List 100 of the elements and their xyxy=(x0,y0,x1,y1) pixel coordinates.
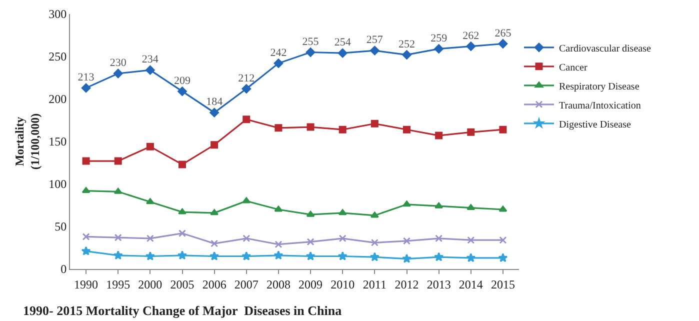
point xyxy=(338,251,348,260)
point xyxy=(274,250,284,260)
point xyxy=(338,126,346,134)
point xyxy=(466,253,476,262)
point xyxy=(498,253,508,262)
x-tick-label: 1990 xyxy=(74,277,98,292)
point xyxy=(370,212,379,218)
point xyxy=(114,157,122,165)
x-tick-label: 2007 xyxy=(234,277,258,292)
x-tick-label: 2006 xyxy=(202,277,226,292)
y-tick-label: 0 xyxy=(60,262,67,276)
point xyxy=(402,200,411,207)
point xyxy=(82,157,90,165)
data-label: 259 xyxy=(430,32,448,44)
data-label: 255 xyxy=(302,36,320,48)
point xyxy=(370,46,380,56)
x-tick-label: 2005 xyxy=(170,277,194,292)
point xyxy=(434,202,444,208)
point xyxy=(499,236,507,244)
point xyxy=(242,84,252,94)
point xyxy=(114,234,122,242)
point xyxy=(242,251,252,260)
data-label: 252 xyxy=(398,38,415,50)
point xyxy=(146,65,155,75)
point xyxy=(146,234,154,242)
point xyxy=(402,50,412,60)
point xyxy=(435,132,443,140)
x-tick-label: 2009 xyxy=(298,277,323,292)
point xyxy=(210,209,219,216)
legend-label: Respiratory Disease xyxy=(559,81,640,92)
point xyxy=(402,254,412,263)
point xyxy=(370,238,378,246)
point xyxy=(467,128,475,136)
x-tick-label: 2011 xyxy=(362,277,386,292)
point xyxy=(274,58,284,68)
point xyxy=(338,48,348,58)
point xyxy=(306,210,315,217)
x-tick-label: 2008 xyxy=(266,277,290,292)
point xyxy=(434,252,444,262)
point xyxy=(178,208,186,214)
legend-label: Digestive Disease xyxy=(559,119,632,130)
data-label: 242 xyxy=(270,46,287,59)
point xyxy=(306,123,314,131)
point xyxy=(338,234,346,242)
point xyxy=(242,234,250,242)
y-tick-label: 200 xyxy=(48,92,67,106)
point xyxy=(146,198,154,204)
point xyxy=(274,240,282,248)
y-axis-title: Mortality (1/100,000) xyxy=(12,113,42,170)
legend-label: Cancer xyxy=(559,62,588,74)
point xyxy=(466,204,476,210)
data-label: 254 xyxy=(334,36,352,49)
data-label: 212 xyxy=(238,72,255,84)
point xyxy=(498,39,508,48)
point xyxy=(306,251,316,260)
point xyxy=(370,252,380,262)
y-tick-label: 50 xyxy=(54,220,67,234)
point xyxy=(178,86,187,96)
point xyxy=(403,237,410,245)
point xyxy=(178,250,187,260)
point xyxy=(113,250,123,260)
y-tick-label: 300 xyxy=(48,7,67,22)
x-tick-label: 2015 xyxy=(490,277,515,292)
data-label: 257 xyxy=(366,34,384,46)
legend-label: Trauma/Intoxication xyxy=(559,100,641,112)
point xyxy=(274,206,283,212)
point xyxy=(274,124,282,132)
x-tick-label: 2000 xyxy=(138,277,162,292)
x-tick-label: 2012 xyxy=(394,277,419,292)
point xyxy=(435,234,443,242)
point xyxy=(210,240,218,248)
y-tick-label: 100 xyxy=(48,177,67,192)
point xyxy=(81,246,91,256)
point xyxy=(242,197,251,204)
x-tick-label: 1995 xyxy=(106,277,130,292)
data-label: 262 xyxy=(462,30,480,42)
point xyxy=(113,68,123,78)
text: 1990- 2015 Mortality Change of Major Diseases in China xyxy=(23,303,342,318)
point xyxy=(403,126,410,134)
point xyxy=(466,42,476,51)
data-label: 230 xyxy=(110,57,127,69)
point xyxy=(498,206,508,212)
point xyxy=(210,251,220,260)
point xyxy=(114,188,122,194)
point xyxy=(82,232,90,240)
point xyxy=(178,230,186,238)
point xyxy=(145,251,155,260)
point xyxy=(338,209,347,216)
point xyxy=(82,187,90,194)
point xyxy=(178,160,186,168)
data-label: 209 xyxy=(174,74,191,87)
x-tick-label: 2014 xyxy=(458,277,483,292)
point xyxy=(467,236,475,244)
point xyxy=(499,126,507,134)
legend-label: Cardiovascular disease xyxy=(559,43,652,54)
data-label: 265 xyxy=(494,27,512,40)
x-tick-label: 2010 xyxy=(330,277,355,292)
point xyxy=(306,238,314,246)
x-tick-label: 2013 xyxy=(426,277,451,292)
data-label: 213 xyxy=(78,71,95,84)
